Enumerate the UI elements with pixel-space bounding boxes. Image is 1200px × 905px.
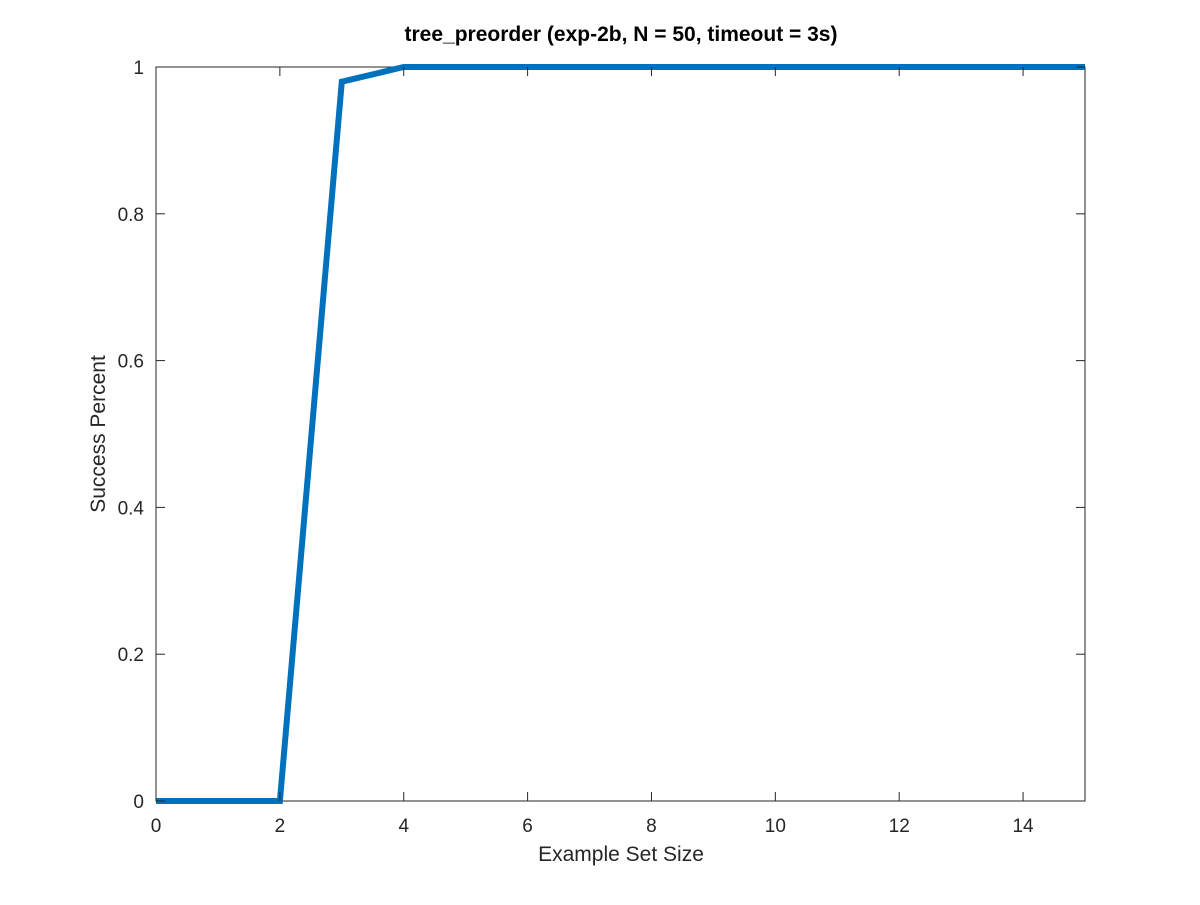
x-tick-label: 0 (151, 816, 162, 837)
ticks: 0 2 4 6 8 10 12 14 0 0.2 0.4 0.6 0.8 1 (118, 58, 1085, 837)
x-tick-label: 6 (522, 816, 533, 837)
chart-title: tree_preorder (exp-2b, N = 50, timeout =… (405, 23, 838, 46)
y-tick-label: 0.2 (118, 645, 144, 666)
x-axis-label: Example Set Size (538, 843, 704, 866)
y-axis-label: Success Percent (87, 355, 110, 513)
x-tick-label: 4 (398, 816, 409, 837)
y-tick-label: 0 (133, 792, 144, 813)
y-tick-label: 0.4 (118, 498, 145, 519)
x-tick-label: 2 (275, 816, 286, 837)
x-tick-label: 12 (889, 816, 910, 837)
plot-box (155, 66, 1086, 802)
series-line (156, 64, 1085, 804)
y-tick-label: 0.6 (118, 352, 144, 373)
x-tick-label: 8 (646, 816, 657, 837)
x-tick-label: 14 (1012, 816, 1034, 837)
y-tick-label: 1 (133, 58, 144, 79)
series-layer (156, 64, 1085, 804)
y-tick-label: 0.8 (118, 205, 144, 226)
axes (155, 66, 1086, 802)
x-tick-label: 10 (765, 816, 786, 837)
